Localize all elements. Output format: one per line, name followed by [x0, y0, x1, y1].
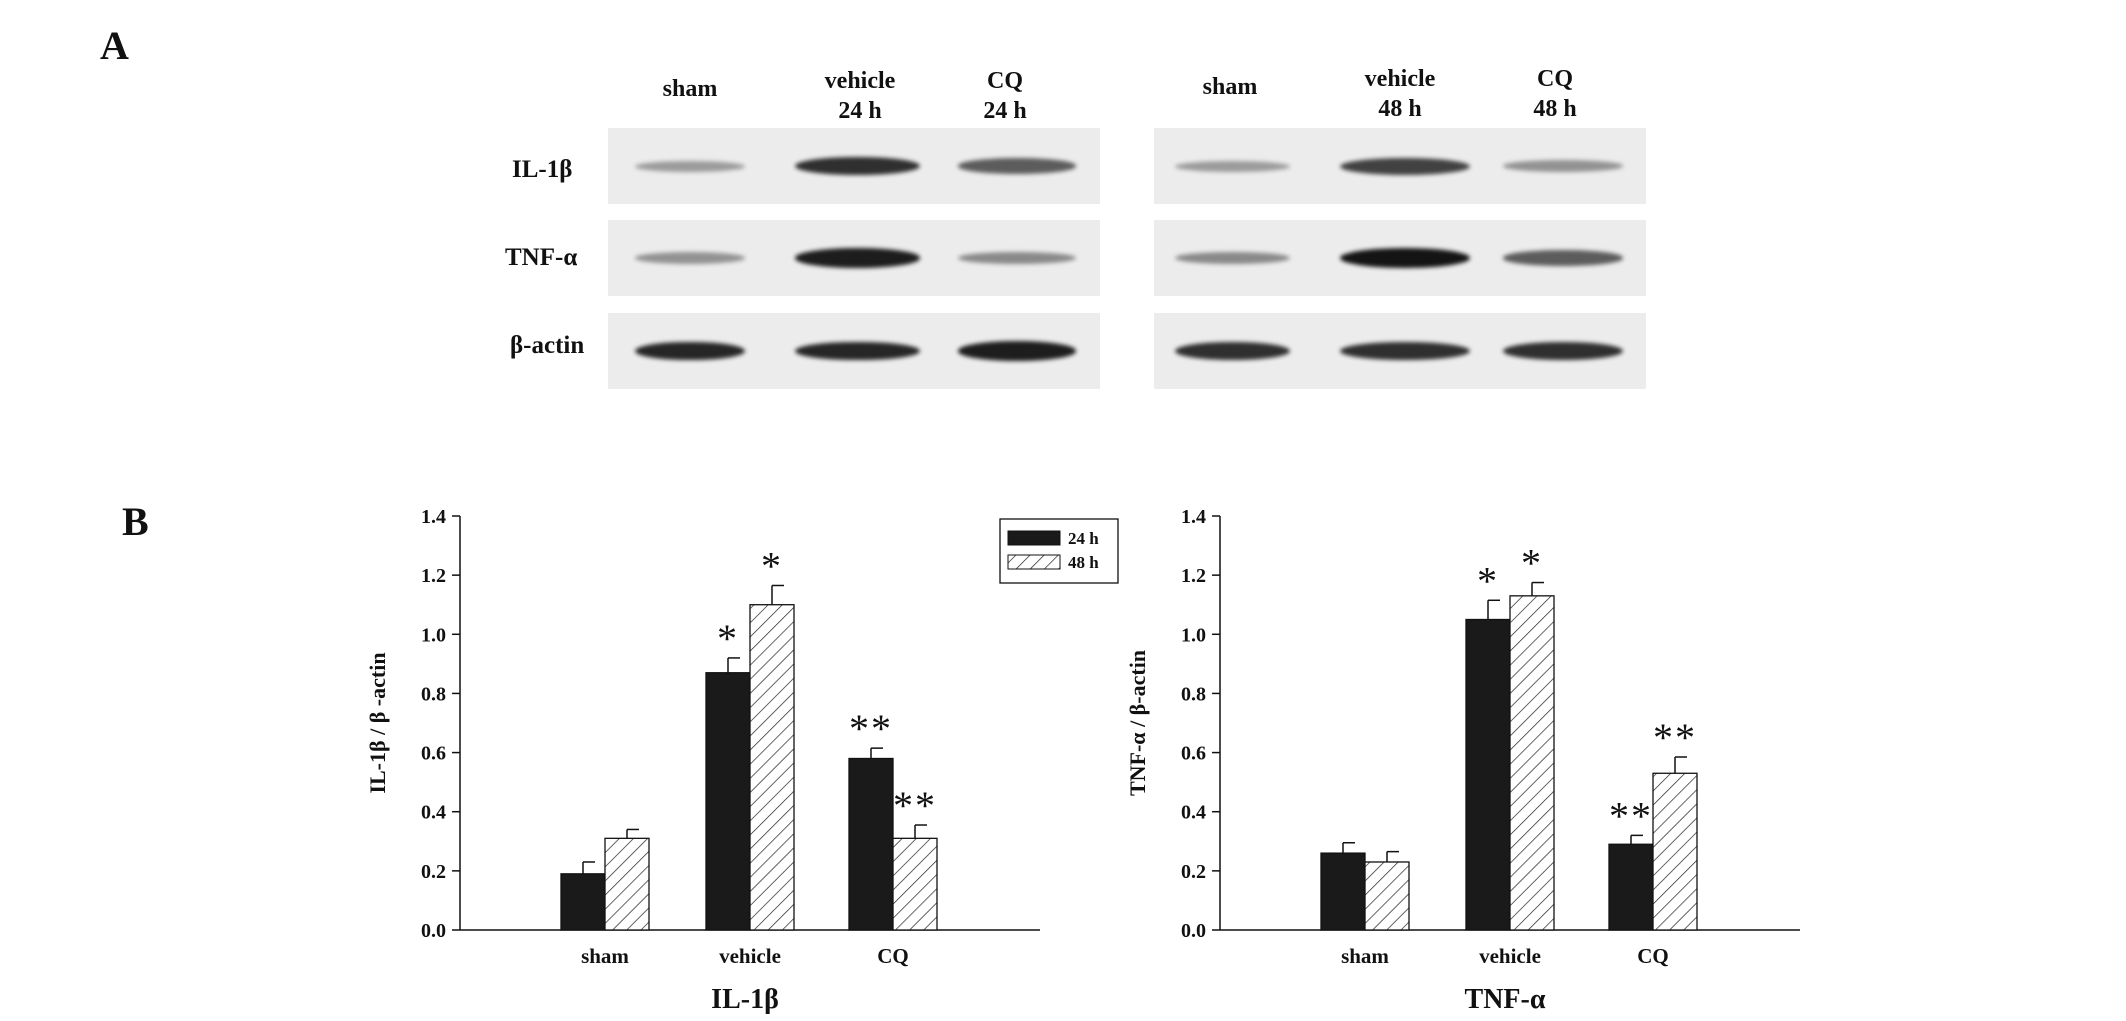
blot-band: [1174, 160, 1290, 172]
chart-title: IL-1β: [711, 984, 779, 1015]
x-tick-label: sham: [1341, 944, 1389, 968]
legend-swatch: [1007, 554, 1061, 570]
significance-marker: *: [1477, 558, 1499, 603]
y-tick-label: 0.8: [1181, 683, 1206, 705]
lane-label-line2: 48 h: [1378, 96, 1422, 122]
blot-right-row-1: [1154, 128, 1646, 204]
blot-band: [1174, 341, 1290, 361]
bar-48h-sham: [1364, 861, 1410, 931]
y-tick-label: 1.4: [421, 506, 446, 528]
y-tick-label: 0.8: [421, 683, 446, 705]
blot-left-row-3: [608, 313, 1100, 389]
significance-marker: **: [1653, 715, 1697, 760]
bar-48h-CQ: [1652, 772, 1698, 931]
bar-48h-vehicle: [1509, 595, 1555, 931]
lane-label-line2: 48 h: [1533, 96, 1577, 122]
legend-swatch: [1007, 530, 1061, 546]
bar-48h-CQ: [892, 837, 938, 931]
y-tick-label: 1.2: [421, 565, 446, 587]
blot-band: [635, 160, 745, 172]
bar-24h-sham: [1320, 852, 1366, 931]
panel-a-label: A: [100, 23, 129, 68]
blot-band: [1503, 160, 1623, 172]
blot-band: [635, 252, 745, 264]
blot-band: [794, 341, 920, 361]
lane-label-line1: CQ: [987, 68, 1023, 94]
bar-48h-sham: [604, 837, 650, 931]
significance-marker: **: [849, 706, 893, 751]
x-tick-label: CQ: [877, 944, 909, 968]
chart-title: TNF-α: [1465, 984, 1546, 1015]
bar-24h-sham: [560, 873, 606, 931]
significance-marker: *: [761, 543, 783, 588]
blot-right-lane-2-label: vehicle 48 h: [1340, 64, 1460, 124]
y-tick-label: 1.2: [1181, 565, 1206, 587]
legend-box: [999, 518, 1119, 584]
significance-marker: **: [1609, 793, 1653, 838]
blot-left-row-2: [608, 220, 1100, 296]
lane-label-line2: 24 h: [983, 98, 1027, 124]
x-tick-label: vehicle: [1479, 944, 1541, 968]
blot-band: [794, 156, 920, 176]
blot-band: [958, 341, 1076, 361]
y-tick-label: 0.0: [421, 920, 446, 942]
tnfa-bar-chart: 0.0 0.2 0.4 0.6 0.8 1.0 1.2 1.4 TNF-α / β-actin s…: [1125, 506, 1800, 1015]
blot-band: [1340, 248, 1470, 268]
significance-marker: *: [1521, 541, 1543, 586]
significance-marker: **: [893, 783, 937, 828]
blot-band: [1340, 341, 1470, 361]
y-tick-label: 1.0: [1181, 624, 1206, 646]
y-tick-label: 0.0: [1181, 920, 1206, 942]
legend-label: 48 h: [1068, 553, 1099, 572]
panel-b-label: B: [122, 499, 149, 544]
blot-band: [1340, 157, 1470, 175]
y-axis-label: TNF-α / β-actin: [1125, 650, 1150, 796]
x-tick-label: sham: [581, 944, 629, 968]
lane-label-line1: vehicle: [824, 68, 896, 94]
bar-24h-vehicle: [1465, 618, 1511, 931]
blot-left-lane-1-label: sham: [640, 74, 740, 104]
blot-left-lane-3-label: CQ 24 h: [955, 66, 1055, 126]
blot-right-lane-3-label: CQ 48 h: [1505, 64, 1605, 124]
blot-left-row-1: [608, 128, 1100, 204]
blot-band: [1503, 341, 1623, 361]
row-label-beta-actin: β-actin: [510, 332, 585, 359]
y-axis-label: IL-1β / β -actin: [365, 652, 390, 793]
lane-label-line1: CQ: [1537, 66, 1573, 92]
bar-24h-vehicle: [705, 672, 751, 931]
blot-left-lane-2-label: vehicle 24 h: [800, 66, 920, 126]
y-tick-label: 0.6: [1181, 743, 1206, 765]
y-tick-label: 1.4: [1181, 506, 1206, 528]
row-label-tnfa: TNF-α: [505, 244, 578, 271]
row-label-il1b: IL-1β: [512, 156, 573, 183]
bar-24h-CQ: [1608, 843, 1654, 931]
blot-right-lane-1-label: sham: [1180, 72, 1280, 102]
blot-band: [794, 248, 920, 268]
lane-label-line2: 24 h: [838, 98, 882, 124]
y-tick-label: 1.0: [421, 624, 446, 646]
lane-label-line1: vehicle: [1364, 66, 1436, 92]
y-tick-label: 0.2: [1181, 861, 1206, 883]
lane-label-line1: sham: [662, 76, 718, 102]
legend-label: 24 h: [1068, 529, 1099, 548]
blot-band: [958, 251, 1076, 265]
bar-24h-CQ: [848, 757, 894, 931]
bar-48h-vehicle: [749, 604, 795, 931]
blot-band: [635, 341, 745, 361]
blot-right-row-2: [1154, 220, 1646, 296]
x-tick-label: vehicle: [719, 944, 781, 968]
blot-band: [958, 158, 1076, 174]
blot-right-row-3: [1154, 313, 1646, 389]
y-tick-label: 0.4: [421, 802, 446, 824]
blot-band: [1174, 251, 1290, 265]
lane-label-line1: sham: [1202, 74, 1258, 100]
il1b-bar-chart: 0.0 0.2 0.4 0.6 0.8 1.0 1.2 1.4 IL-1β / β -actin…: [365, 506, 1119, 1015]
y-tick-label: 0.4: [1181, 802, 1206, 824]
significance-marker: *: [717, 616, 739, 661]
y-tick-label: 0.6: [421, 743, 446, 765]
y-tick-label: 0.2: [421, 861, 446, 883]
x-tick-label: CQ: [1637, 944, 1669, 968]
blot-band: [1503, 250, 1623, 266]
